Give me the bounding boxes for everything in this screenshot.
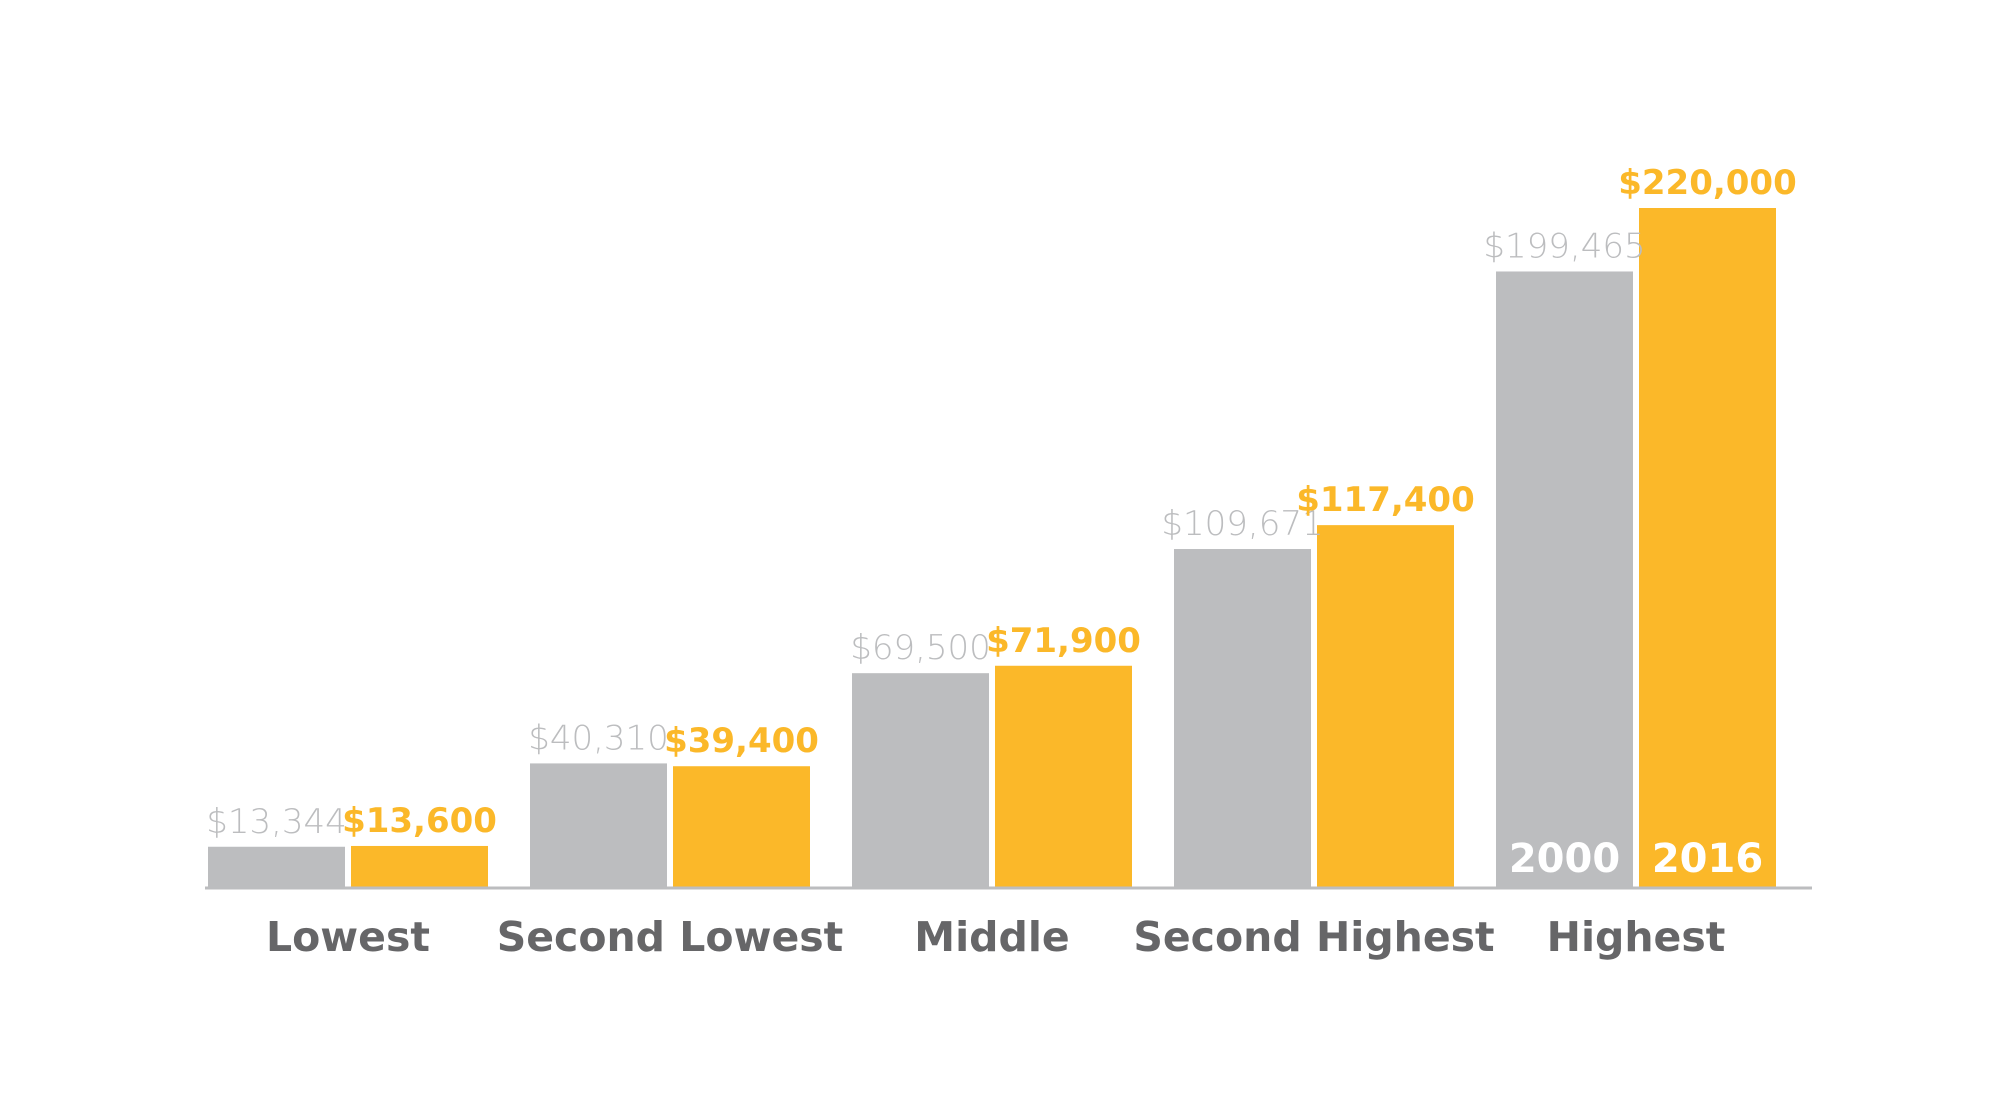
value-label-second-highest-2000: $109,671 <box>1161 504 1323 544</box>
bars-layer <box>208 208 1776 889</box>
category-label-highest: Highest <box>1547 913 1726 961</box>
value-label-lowest-2016: $13,600 <box>342 801 497 841</box>
series-label-2000: 2000 <box>1509 836 1620 882</box>
category-label-middle: Middle <box>914 913 1069 961</box>
bar-highest-2000 <box>1496 271 1633 889</box>
bar-highest-2016 <box>1639 208 1776 888</box>
value-label-highest-2016: $220,000 <box>1618 163 1797 203</box>
bar-lowest-2016 <box>351 845 488 888</box>
value-label-middle-2000: $69,500 <box>850 628 991 668</box>
series-labels-layer: 2000 2016 <box>1509 836 1763 882</box>
category-label-second-lowest: Second Lowest <box>497 913 844 961</box>
bar-second-highest-2016 <box>1317 525 1454 888</box>
value-labels-layer: $13,344$13,600 $40,310$39,400 $69,500$71,9… <box>206 163 1797 842</box>
bar-second-lowest-2016 <box>673 766 810 888</box>
value-label-lowest-2000: $13,344 <box>206 802 347 842</box>
bar-middle-2000 <box>852 673 989 888</box>
category-labels-layer: Lowest Second Lowest Middle Second Highest H… <box>266 913 1725 961</box>
series-label-2016: 2016 <box>1652 836 1763 882</box>
bar-second-lowest-2000 <box>530 763 667 888</box>
bar-second-highest-2000 <box>1174 549 1311 888</box>
bar-middle-2016 <box>995 665 1132 888</box>
value-label-highest-2000: $199,465 <box>1483 226 1645 266</box>
value-label-second-lowest-2000: $40,310 <box>528 718 669 758</box>
category-label-second-highest: Second Highest <box>1133 913 1494 961</box>
category-label-lowest: Lowest <box>266 913 430 961</box>
value-label-second-lowest-2016: $39,400 <box>664 721 819 761</box>
value-label-second-highest-2016: $117,400 <box>1296 480 1475 520</box>
value-label-middle-2016: $71,900 <box>986 621 1141 661</box>
bar-lowest-2000 <box>208 846 345 888</box>
